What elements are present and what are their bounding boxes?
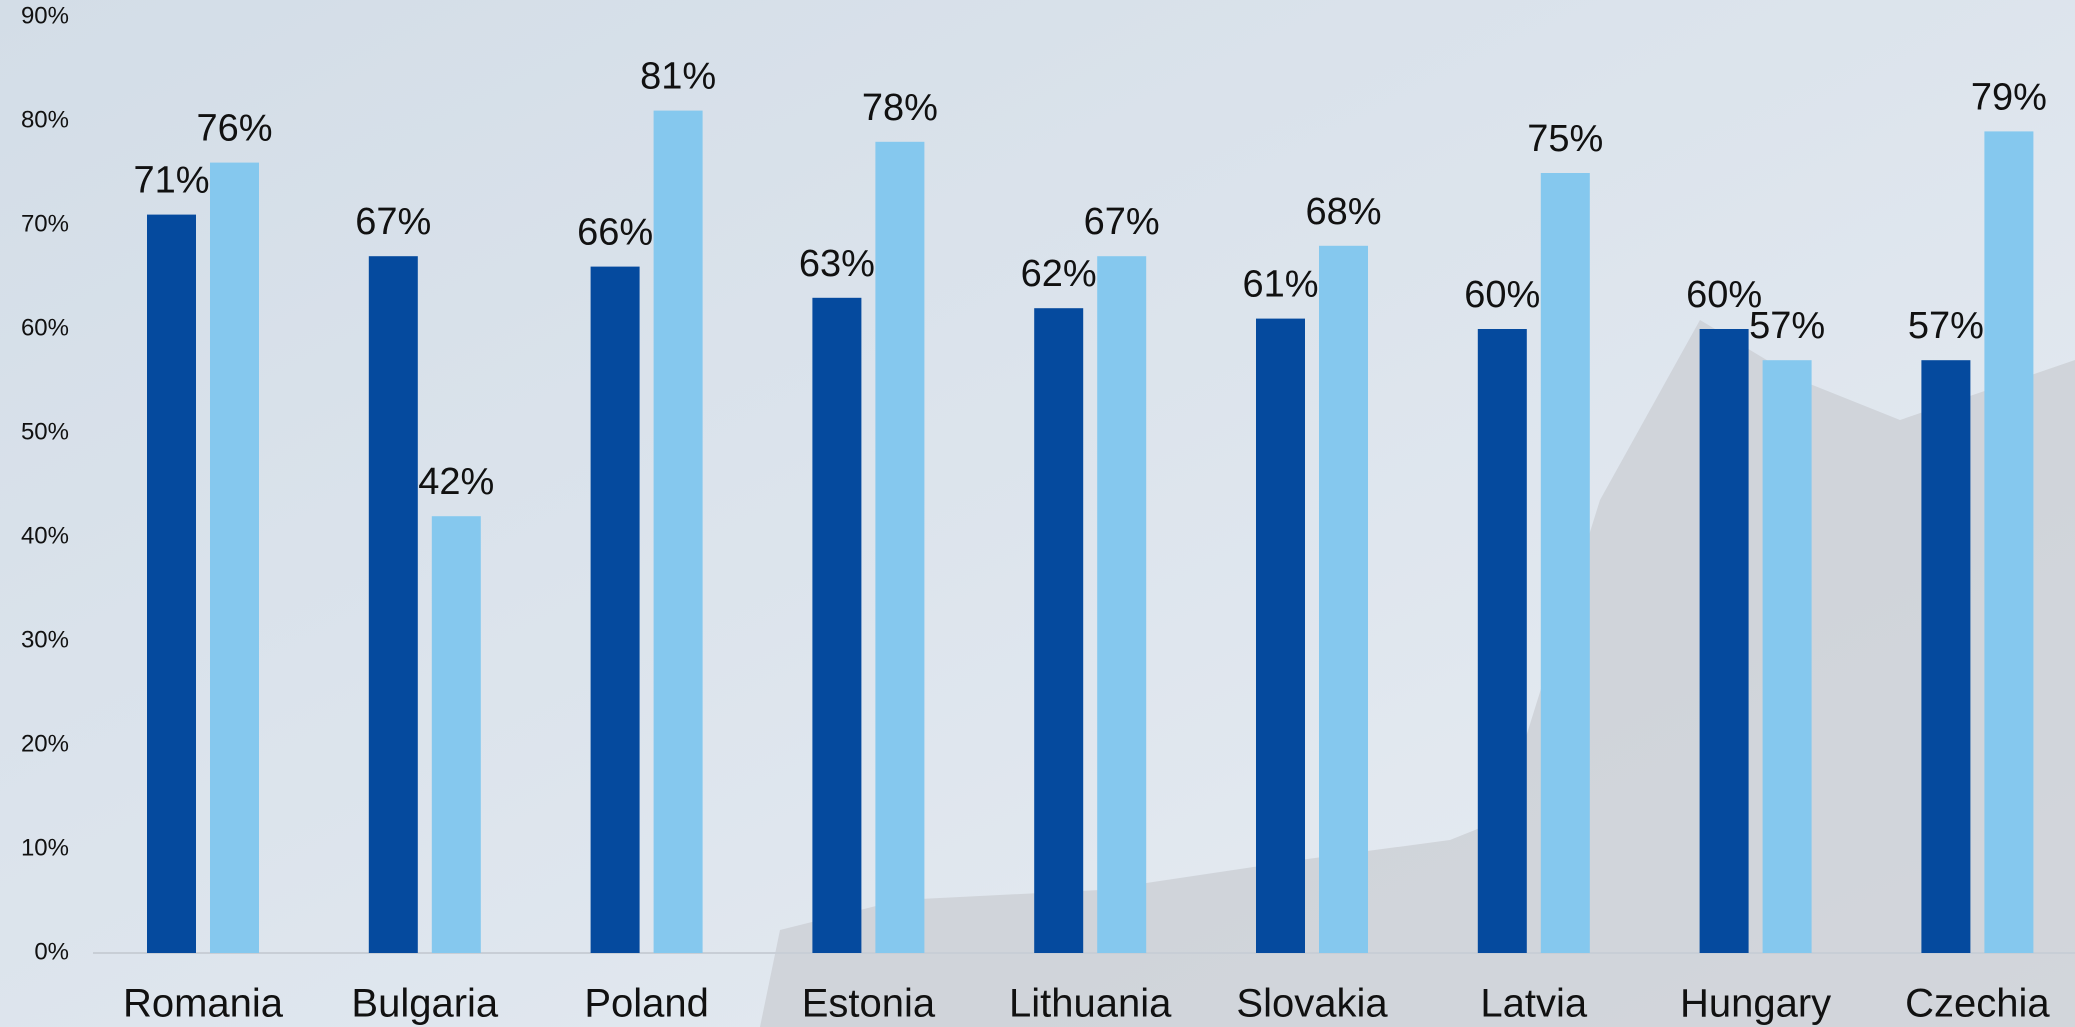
bar [1921,360,1971,953]
bar [210,162,259,954]
bar [1762,360,1812,953]
value-label: 66% [577,212,653,254]
bar [1477,329,1527,953]
bar [875,141,925,954]
y-tick-label: 50% [21,418,69,445]
y-tick-label: 80% [21,106,69,133]
y-tick-label: 90% [21,2,69,29]
value-label: 61% [1242,264,1318,306]
value-label: 67% [355,201,431,243]
value-label: 68% [1305,191,1381,233]
value-label: 75% [1527,118,1603,160]
value-label: 60% [1464,274,1540,316]
value-label: 79% [1971,76,2047,118]
bar [431,516,481,953]
bar [590,266,640,954]
value-label: 81% [640,56,716,98]
bar [1319,245,1368,954]
y-tick-label: 70% [21,210,69,237]
x-tick-label: Romania [123,982,284,1026]
value-label: 63% [799,243,875,285]
x-tick-label: Bulgaria [351,982,499,1026]
value-label: 67% [1084,201,1160,243]
bar [1699,329,1749,953]
x-tick-label: Estonia [802,982,936,1026]
bar [368,256,418,953]
y-tick-label: 10% [21,834,69,861]
bar [812,297,862,953]
y-tick-label: 40% [21,522,69,549]
value-label: 57% [1908,305,1984,347]
y-tick-label: 60% [21,314,69,341]
value-label: 60% [1686,274,1762,316]
x-tick-label: Poland [584,982,709,1026]
x-tick-label: Lithuania [1009,982,1172,1026]
value-label: 76% [196,108,272,150]
bar [1984,131,2034,953]
y-tick-label: 20% [21,730,69,757]
x-tick-label: Slovakia [1236,982,1388,1026]
value-label: 57% [1749,305,1825,347]
bar [653,110,703,954]
x-tick-label: Hungary [1680,982,1831,1026]
y-tick-label: 0% [34,938,69,965]
value-label: 62% [1021,253,1097,295]
value-label: 78% [862,87,938,129]
bar [1256,318,1305,954]
bar [1097,256,1147,953]
bar [147,214,196,954]
x-tick-label: Czechia [1905,982,2050,1026]
value-label: 71% [133,160,209,202]
y-tick-label: 30% [21,626,69,653]
value-label: 42% [418,461,494,503]
x-tick-label: Latvia [1480,982,1587,1026]
bar [1034,308,1084,953]
bar [1540,173,1590,953]
